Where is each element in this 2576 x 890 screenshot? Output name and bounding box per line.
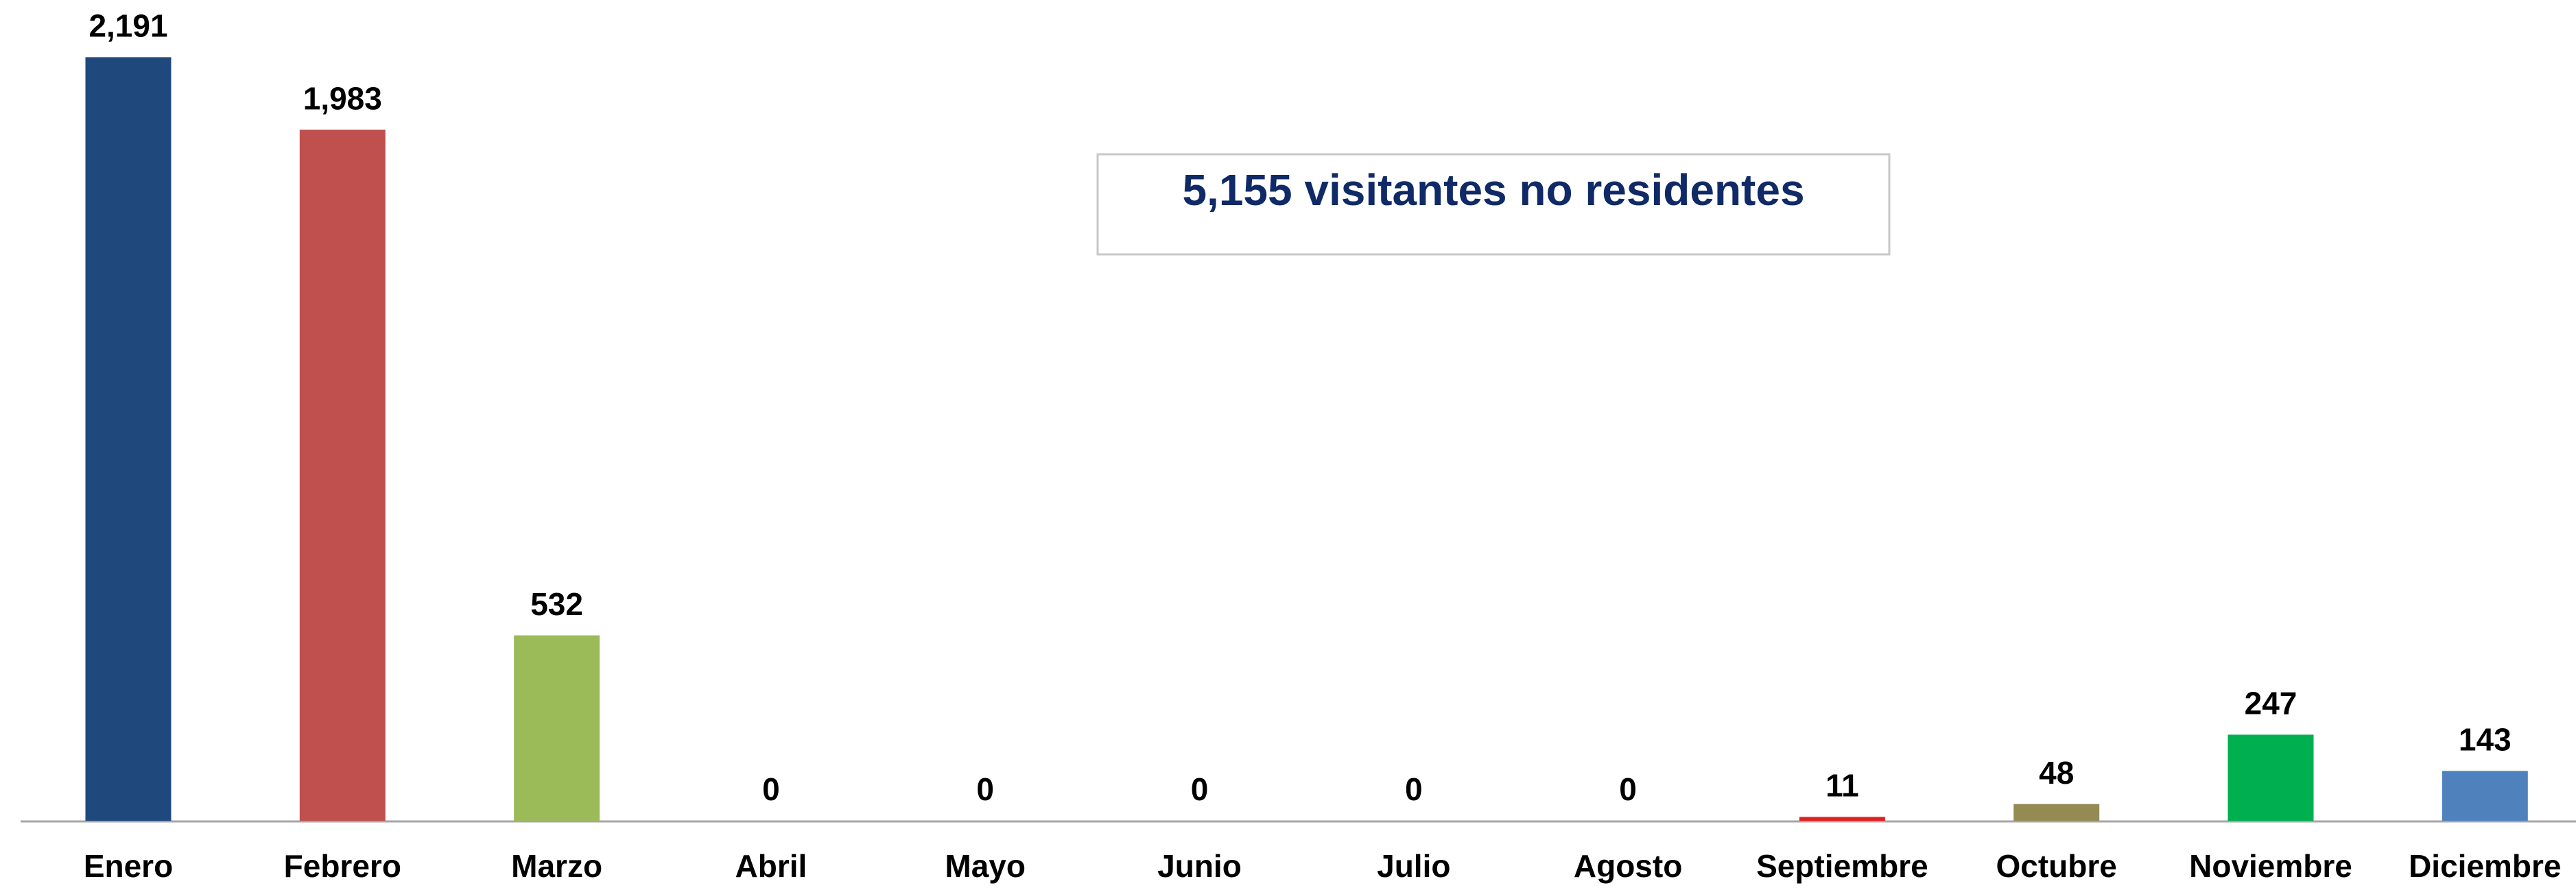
- x-tick-label: Mayo: [945, 848, 1026, 884]
- bar: [2013, 804, 2100, 821]
- data-label: 0: [976, 771, 994, 807]
- x-tick-label: Abril: [735, 848, 807, 884]
- data-label: 1,983: [303, 80, 382, 116]
- x-tick-label: Julio: [1377, 848, 1450, 884]
- data-label: 0: [1191, 771, 1209, 807]
- bar: [85, 57, 172, 821]
- x-tick-label: Marzo: [511, 848, 602, 884]
- x-tick-label: Junio: [1157, 848, 1242, 884]
- data-label: 11: [1825, 768, 1859, 804]
- bar: [2228, 734, 2314, 821]
- data-label: 532: [530, 586, 583, 622]
- x-tick-label: Noviembre: [2189, 848, 2352, 884]
- data-label: 48: [2039, 755, 2074, 791]
- x-tick-label: Diciembre: [2409, 848, 2561, 884]
- x-tick-label: Febrero: [284, 848, 401, 884]
- x-tick-label: Octubre: [1996, 848, 2117, 884]
- bar: [2442, 771, 2528, 821]
- bar: [514, 635, 600, 821]
- annotation-box: [1096, 153, 1891, 256]
- data-label: 0: [1405, 771, 1423, 807]
- bar: [1799, 817, 1885, 821]
- data-label: 0: [1619, 771, 1637, 807]
- x-tick-label: Enero: [84, 848, 173, 884]
- x-tick-label: Agosto: [1574, 848, 1682, 884]
- data-label: 247: [2245, 686, 2297, 721]
- annotation: 5,155 visitantes no residentes: [1182, 165, 1804, 215]
- data-label: 0: [762, 771, 780, 807]
- data-label: 143: [2459, 721, 2512, 757]
- bar: [299, 130, 386, 821]
- x-tick-label: Septiembre: [1756, 848, 1928, 884]
- data-label: 2,191: [88, 8, 167, 44]
